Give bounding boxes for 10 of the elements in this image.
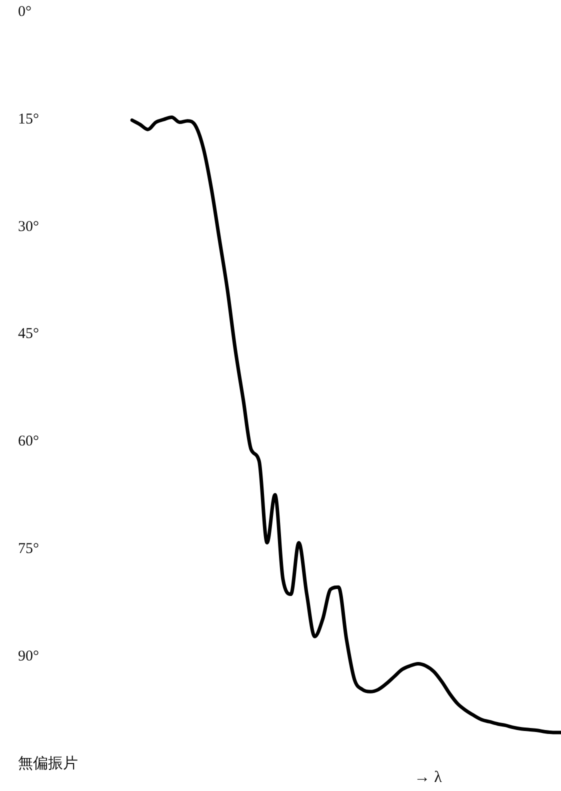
y-tick-label: 60° — [18, 434, 39, 450]
x-axis-title: → λ — [414, 769, 442, 786]
y-tick-label: 45° — [18, 326, 39, 342]
y-tick-label: 無偏振片 — [18, 754, 78, 772]
y-tick-label: 90° — [18, 648, 39, 665]
y-tick-label: 30° — [18, 218, 39, 235]
y-tick-label: 0° — [18, 4, 32, 20]
y-tick-label: 15° — [18, 111, 39, 128]
line-series — [130, 116, 561, 734]
y-tick-label: 75° — [18, 541, 39, 558]
